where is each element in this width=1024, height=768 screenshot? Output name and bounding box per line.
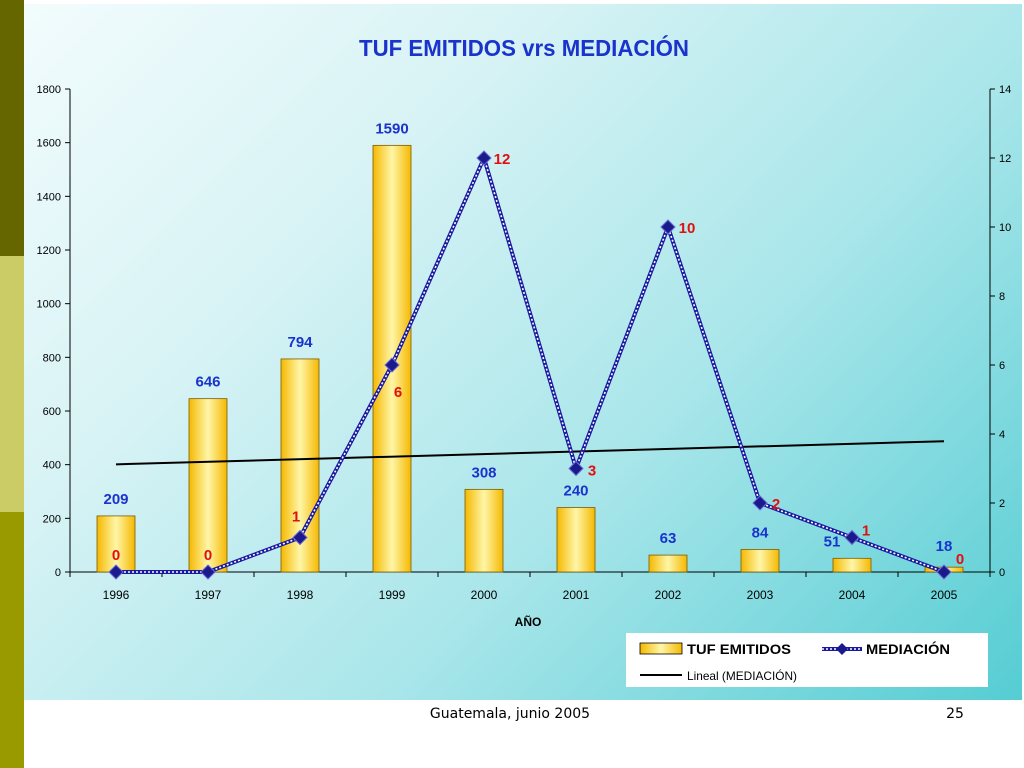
x-tick-label: 1997: [195, 588, 222, 602]
bar: [556, 507, 596, 573]
y-tick-label-left: 400: [43, 460, 61, 472]
y-tick-label-left: 1000: [37, 299, 61, 311]
y-tick-label-right: 14: [999, 84, 1011, 96]
page-number: 25: [946, 706, 964, 722]
chart-title: TUF EMITIDOS vrs MEDIACIÓN: [359, 34, 689, 61]
x-tick-label: 2004: [839, 588, 866, 602]
footer-text: Guatemala, junio 2005: [429, 706, 591, 722]
chart: TUF EMITIDOS vrs MEDIACIÓN AÑO 020040060…: [37, 34, 1012, 687]
line-value-label: 0: [204, 547, 212, 564]
x-tick-label: 2003: [747, 588, 774, 602]
y-tick-label-right: 8: [999, 291, 1005, 303]
legend-label-tuf: TUF EMITIDOS: [687, 641, 791, 657]
line-value-label: 1: [862, 523, 870, 540]
legend-swatch-bar: [639, 642, 683, 655]
bar-value-label: 51: [824, 533, 841, 550]
y-tick-label-left: 1600: [37, 138, 61, 150]
y-tick-label-right: 12: [999, 153, 1011, 165]
line-point: [936, 564, 952, 580]
x-tick-label: 2000: [471, 588, 498, 602]
bar: [96, 515, 136, 573]
sidebar-band-middle: [0, 256, 24, 512]
line-value-label: 1: [292, 509, 300, 526]
x-tick-label: 1996: [103, 588, 130, 602]
y-tick-label-left: 1400: [37, 191, 61, 203]
line-value-label: 10: [679, 220, 696, 237]
y-tick-label-left: 1200: [37, 245, 61, 257]
y-tick-label-left: 1800: [37, 84, 61, 96]
bar: [832, 557, 872, 573]
y-tick-label-right: 2: [999, 498, 1005, 510]
legend-label-mediacion: MEDIACIÓN: [866, 640, 950, 657]
bar-value-label: 209: [103, 491, 128, 508]
legend-box: [626, 633, 988, 687]
line-value-label: 0: [112, 547, 120, 564]
y-tick-label-left: 0: [55, 567, 61, 579]
line-value-label: 12: [494, 151, 511, 168]
bar-value-label: 308: [471, 464, 496, 481]
line-value-label: 3: [588, 463, 596, 480]
line-point: [660, 219, 676, 235]
x-axis-title: AÑO: [515, 614, 542, 629]
sidebar-band-bottom: [0, 512, 24, 768]
bar: [740, 549, 780, 573]
legend-label-trend: Lineal (MEDIACIÓN): [687, 668, 797, 683]
trendline: [115, 440, 945, 466]
line-point: [108, 564, 124, 580]
bar: [464, 488, 504, 573]
y-tick-label-right: 0: [999, 567, 1005, 579]
y-tick-label-right: 4: [999, 429, 1005, 441]
x-tick-label: 1998: [287, 588, 314, 602]
bar-value-label: 646: [195, 374, 220, 391]
bar-value-label: 63: [660, 530, 677, 547]
bar: [648, 554, 688, 573]
bar: [188, 398, 228, 573]
y-tick-label-left: 600: [43, 406, 61, 418]
bar-value-label: 1590: [375, 120, 408, 137]
line-point: [476, 150, 492, 166]
line-point: [844, 529, 860, 546]
legend: TUF EMITIDOS MEDIACIÓN Lineal (MEDIACIÓN): [626, 633, 988, 687]
line-point: [384, 357, 400, 373]
legend-swatch-marker: [836, 643, 848, 655]
line-point: [568, 460, 584, 477]
line-point: [752, 495, 768, 511]
x-tick-label: 2005: [931, 588, 958, 602]
sidebar-band-top: [0, 0, 24, 256]
line-value-label: 2: [772, 496, 780, 513]
bar-value-label: 240: [563, 483, 588, 500]
y-tick-label-right: 10: [999, 222, 1011, 234]
y-tick-label-left: 200: [43, 513, 61, 525]
x-tick-label: 2002: [655, 588, 682, 602]
line-value-label: 6: [394, 384, 402, 401]
bar-value-label: 18: [936, 538, 953, 555]
line-value-label: 0: [956, 551, 964, 568]
x-tick-label: 2001: [563, 588, 590, 602]
series-line-casing: [116, 152, 945, 574]
series-line-mediacion: [116, 155, 945, 573]
chart-panel: TUF EMITIDOS vrs MEDIACIÓN AÑO 0 200 400 60…: [24, 4, 1022, 700]
line-point: [200, 564, 216, 580]
y-tick-label-left: 800: [43, 352, 61, 364]
y-tick-label-right: 6: [999, 360, 1005, 372]
x-tick-label: 1999: [379, 588, 406, 602]
plot-area: 0200400600800100012001400160018000246810…: [37, 84, 1012, 602]
bar-value-label: 794: [287, 334, 313, 351]
bar-value-label: 84: [752, 524, 769, 541]
line-point: [292, 529, 308, 546]
